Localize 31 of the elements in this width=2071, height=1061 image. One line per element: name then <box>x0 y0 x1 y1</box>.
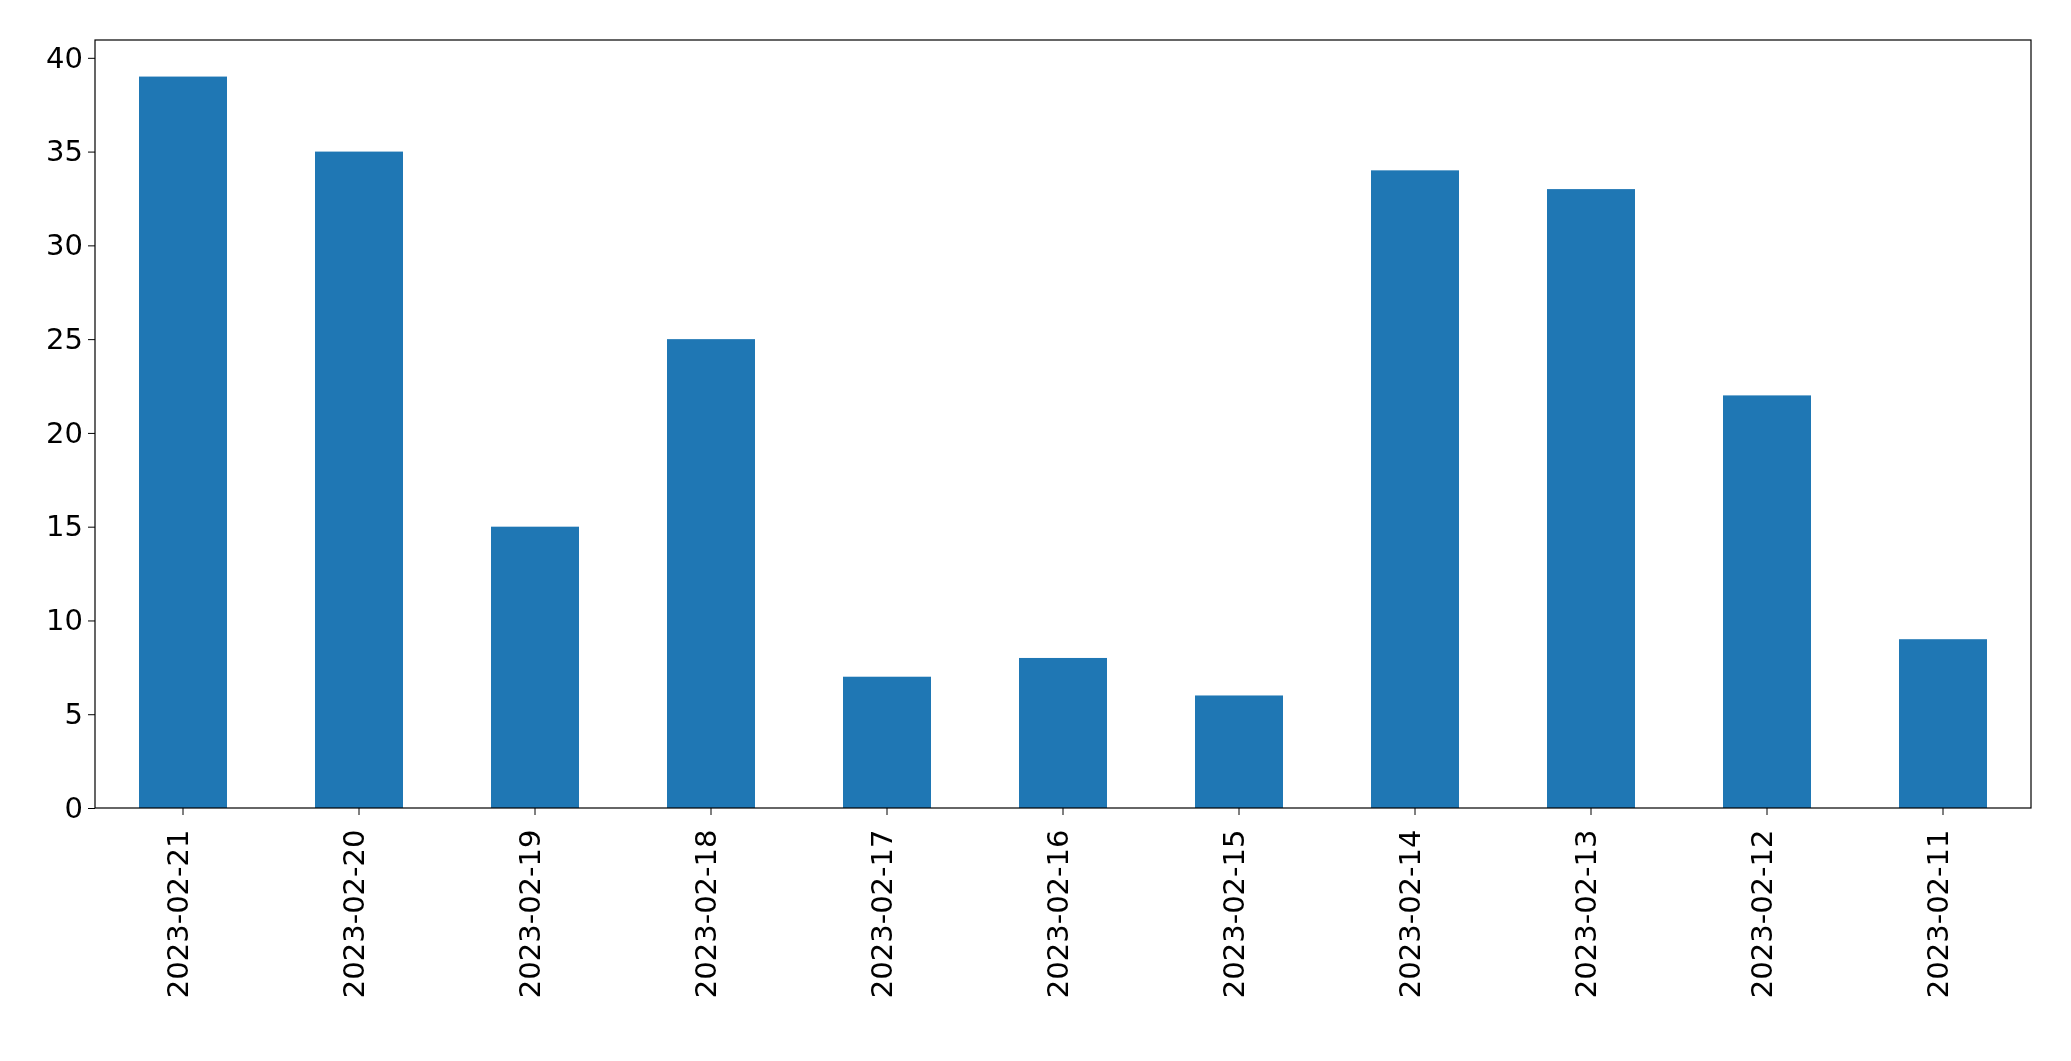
bar <box>1723 395 1811 808</box>
bar <box>1371 170 1459 808</box>
y-tick-label: 10 <box>46 603 83 638</box>
bar <box>1547 189 1635 808</box>
y-tick-label: 20 <box>46 415 83 450</box>
y-tick-label: 35 <box>46 134 83 169</box>
y-tick-label: 25 <box>46 321 83 356</box>
x-tick-label: 2023-02-21 <box>161 829 196 999</box>
y-tick-label: 0 <box>64 790 83 825</box>
y-tick-label: 5 <box>64 697 83 732</box>
y-tick-label: 15 <box>46 509 83 544</box>
y-tick-label: 40 <box>46 40 83 75</box>
bar <box>1899 639 1987 808</box>
bar <box>667 339 755 808</box>
y-tick-label: 30 <box>46 228 83 263</box>
bar <box>139 76 227 808</box>
x-tick-label: 2023-02-20 <box>337 829 372 999</box>
bar <box>491 526 579 808</box>
x-tick-label: 2023-02-13 <box>1569 829 1604 999</box>
x-tick-label: 2023-02-17 <box>865 829 900 999</box>
x-tick-label: 2023-02-11 <box>1921 829 1956 999</box>
bar <box>1195 695 1283 808</box>
x-tick-label: 2023-02-16 <box>1041 829 1076 999</box>
bar <box>315 151 403 808</box>
x-tick-label: 2023-02-14 <box>1393 829 1428 999</box>
x-tick-label: 2023-02-18 <box>689 829 724 999</box>
x-tick-label: 2023-02-15 <box>1217 829 1252 999</box>
bar <box>1019 657 1107 808</box>
bar <box>843 676 931 808</box>
x-tick-label: 2023-02-19 <box>513 829 548 999</box>
x-tick-label: 2023-02-12 <box>1745 829 1780 999</box>
